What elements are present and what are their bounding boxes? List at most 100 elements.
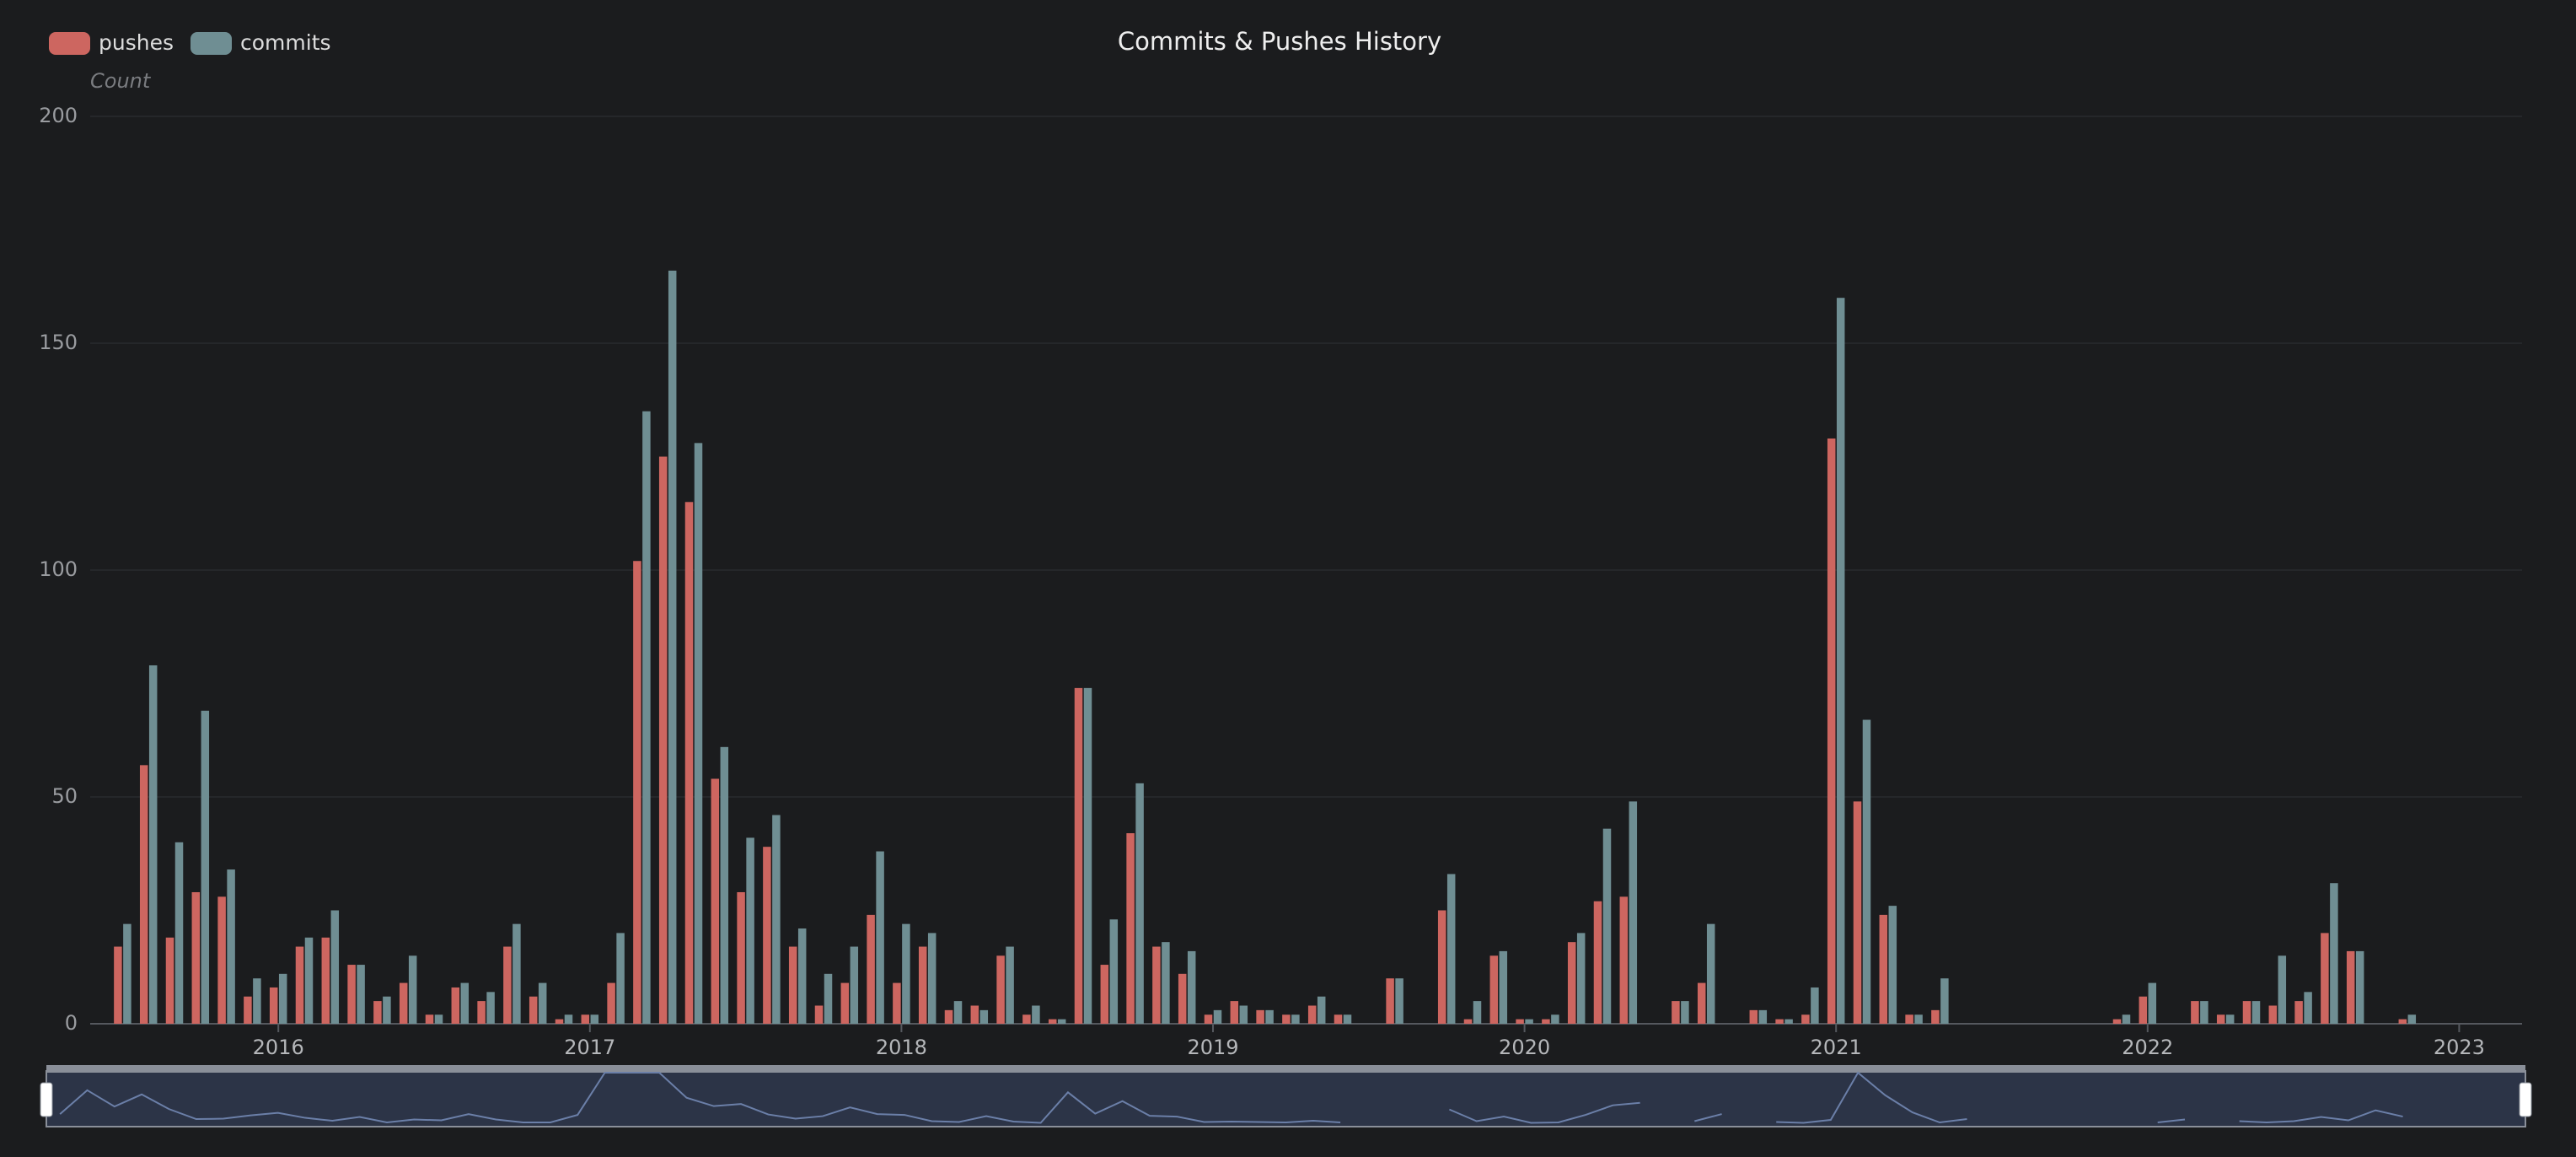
bar xyxy=(347,965,356,1024)
bar xyxy=(1879,914,1888,1024)
bar xyxy=(1914,1014,1923,1024)
bar xyxy=(1853,801,1862,1024)
bar xyxy=(1100,965,1109,1024)
bar xyxy=(2355,950,2364,1024)
bar xyxy=(1162,942,1170,1024)
bar xyxy=(711,778,720,1024)
bar xyxy=(1265,1009,1274,1024)
bar xyxy=(1629,801,1638,1024)
bar xyxy=(970,1005,979,1024)
slider-track xyxy=(46,1070,2526,1127)
legend: pushes commits xyxy=(49,30,331,55)
bar xyxy=(1576,933,1586,1024)
slider-overview-line xyxy=(1694,1113,1722,1122)
bar xyxy=(1551,1014,1559,1024)
bar xyxy=(581,1014,590,1024)
bar xyxy=(383,996,391,1024)
bar xyxy=(1437,910,1446,1024)
bar xyxy=(590,1014,599,1024)
x-tick-label: 2023 xyxy=(2434,1036,2485,1059)
bar xyxy=(840,982,850,1024)
chart-title: Commits & Pushes History xyxy=(1118,27,1441,56)
bar xyxy=(1567,942,1576,1024)
bar xyxy=(1291,1014,1300,1024)
bar xyxy=(1758,1009,1768,1024)
x-tick-label: 2019 xyxy=(1187,1036,1238,1059)
bar xyxy=(165,937,174,1024)
bar xyxy=(1940,978,1949,1024)
bar xyxy=(927,933,936,1024)
bar xyxy=(850,946,859,1024)
bar xyxy=(278,973,287,1024)
bar xyxy=(1386,978,1394,1024)
x-tick-label: 2020 xyxy=(1499,1036,1550,1059)
slider-overview-line xyxy=(1776,1071,1967,1124)
bar xyxy=(902,923,910,1024)
bar xyxy=(244,996,252,1024)
bar xyxy=(123,923,131,1024)
bar xyxy=(2242,1001,2251,1024)
bar xyxy=(373,1001,382,1024)
slider-overview-line xyxy=(1449,1101,1640,1124)
bar xyxy=(797,928,807,1024)
legend-label: commits xyxy=(240,30,331,55)
bar xyxy=(148,665,158,1024)
bar xyxy=(788,946,797,1024)
bar xyxy=(564,1014,573,1024)
bar xyxy=(1307,1005,1317,1024)
bar xyxy=(720,746,729,1024)
bar xyxy=(1836,298,1845,1024)
legend-swatch xyxy=(49,32,90,55)
bar xyxy=(996,955,1005,1024)
bar xyxy=(486,992,495,1024)
bar xyxy=(1489,955,1499,1024)
slider-overview-line xyxy=(2239,1109,2403,1124)
bar xyxy=(893,982,901,1024)
bar xyxy=(1801,1014,1810,1024)
bar xyxy=(1022,1014,1031,1024)
bar xyxy=(2139,996,2148,1024)
bar xyxy=(772,815,781,1024)
bar xyxy=(684,502,694,1024)
bar xyxy=(1619,896,1629,1024)
bar xyxy=(2407,1014,2417,1024)
y-axis-label: Count xyxy=(90,69,152,93)
bar xyxy=(1256,1009,1264,1024)
bar xyxy=(1135,783,1144,1024)
bar xyxy=(477,1001,486,1024)
bar xyxy=(1317,996,1326,1024)
bar xyxy=(1048,1019,1057,1024)
bar xyxy=(1672,1001,1680,1024)
bar xyxy=(824,973,833,1024)
bar xyxy=(1697,982,1706,1024)
bar xyxy=(434,1014,443,1024)
legend-label: pushes xyxy=(99,30,174,55)
bar xyxy=(1230,1001,1239,1024)
bar xyxy=(2294,1001,2303,1024)
bar xyxy=(2251,1001,2261,1024)
bar xyxy=(918,946,927,1024)
bar xyxy=(746,837,754,1024)
bar xyxy=(321,937,330,1024)
bar xyxy=(139,765,148,1024)
bar xyxy=(1542,1019,1550,1024)
bar xyxy=(1602,828,1612,1024)
bar xyxy=(1749,1009,1758,1024)
bar xyxy=(642,411,651,1024)
bar xyxy=(425,1014,434,1024)
bar xyxy=(1827,438,1836,1024)
bar xyxy=(1178,973,1187,1024)
bar xyxy=(1126,833,1135,1024)
y-tick-label: 100 xyxy=(39,557,78,581)
bar xyxy=(538,982,547,1024)
bar xyxy=(2200,1001,2208,1024)
bar xyxy=(217,896,226,1024)
bar xyxy=(304,937,314,1024)
bar xyxy=(1681,1001,1689,1024)
bar xyxy=(529,996,538,1024)
slider-handle[interactable] xyxy=(40,1082,53,1117)
legend-swatch xyxy=(191,32,232,55)
slider-handle[interactable] xyxy=(2519,1082,2532,1117)
